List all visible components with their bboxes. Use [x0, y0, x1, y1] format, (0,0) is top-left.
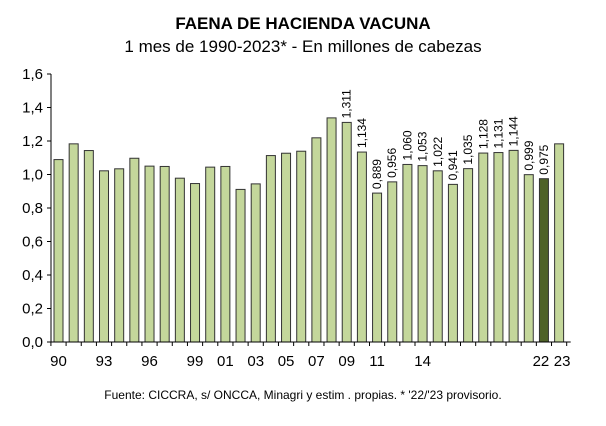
- data-label-2022: 0,975: [537, 144, 551, 174]
- data-label-2020: 1,144: [507, 116, 521, 146]
- bar-2004: [265, 155, 276, 343]
- y-tick-label: 0,2: [22, 301, 43, 318]
- data-label-2019: 1,131: [491, 118, 505, 148]
- x-tick-label-1993: 93: [96, 353, 113, 370]
- bar-2016: [447, 183, 458, 343]
- data-label-2017: 1,035: [461, 134, 475, 164]
- bar-2006: [296, 150, 307, 343]
- data-label-2021: 0,999: [522, 140, 536, 170]
- x-tick-label-2007: 07: [308, 353, 325, 370]
- bar-2022: [538, 178, 549, 343]
- x-tick-label-2022: 22: [533, 353, 550, 370]
- chart-subtitle: 1 mes de 1990-2023* - En millones de cab…: [124, 37, 482, 56]
- data-label-2012: 0,956: [385, 148, 399, 178]
- chart-source: Fuente: CICCRA, s/ ONCCA, Minagri y esti…: [104, 388, 502, 402]
- data-label-2010: 1,134: [355, 118, 369, 148]
- bar-1990: [53, 159, 64, 343]
- bar-2000: [205, 166, 216, 343]
- bar-2014: [417, 165, 428, 343]
- x-tick-label-2014: 14: [414, 353, 431, 370]
- bar-1997: [159, 165, 170, 343]
- bar-1991: [68, 143, 79, 343]
- x-tick-label-1990: 90: [50, 353, 67, 370]
- bar-2001: [220, 165, 231, 343]
- chart-title: FAENA DE HACIENDA VACUNA: [175, 14, 431, 33]
- x-tick-label-1996: 96: [141, 353, 158, 370]
- y-tick-label: 1,0: [22, 167, 43, 184]
- data-label-2016: 0,941: [446, 150, 460, 180]
- bar-2019: [493, 152, 504, 343]
- bar-1992: [83, 150, 94, 343]
- bar-2010: [356, 151, 367, 343]
- x-tick-label-2003: 03: [247, 353, 264, 370]
- bar-1999: [190, 183, 201, 343]
- data-label-2009: 1,311: [340, 89, 354, 118]
- data-label-2014: 1,053: [416, 131, 430, 161]
- bar-2012: [387, 181, 398, 343]
- data-label-2013: 1,060: [400, 130, 414, 160]
- bar-2015: [432, 170, 443, 343]
- bar-2008: [326, 117, 337, 343]
- x-tick-label-2005: 05: [278, 353, 295, 370]
- bar-1998: [174, 177, 185, 343]
- bar-1994: [114, 168, 125, 343]
- bar-2003: [250, 183, 261, 343]
- bar-2002: [235, 188, 246, 343]
- bar-1995: [129, 157, 140, 343]
- y-tick-label: 0,4: [22, 267, 43, 284]
- y-tick-label: 0,0: [22, 334, 43, 351]
- y-tick-label: 0,8: [22, 200, 43, 217]
- y-tick-label: 0,6: [22, 234, 43, 251]
- y-tick-label: 1,2: [22, 133, 43, 150]
- bar-1993: [99, 170, 110, 343]
- y-tick-label: 1,6: [22, 66, 43, 83]
- bar-2009: [341, 121, 352, 343]
- bar-2011: [372, 192, 383, 343]
- bar-2020: [508, 149, 519, 343]
- x-tick-label-2009: 09: [338, 353, 355, 370]
- data-label-2011: 0,889: [370, 159, 384, 189]
- x-tick-label-2011: 11: [369, 353, 385, 370]
- bar-2021: [523, 174, 534, 343]
- bar-1996: [144, 165, 155, 343]
- data-label-2018: 1,128: [476, 119, 490, 149]
- bar-2018: [478, 152, 489, 343]
- data-label-2015: 1,022: [431, 136, 445, 166]
- x-tick-label-2001: 01: [217, 353, 234, 370]
- bar-2005: [281, 152, 292, 343]
- bar-2007: [311, 137, 322, 343]
- bar-2013: [402, 163, 413, 343]
- bar-2023: [554, 143, 565, 343]
- x-tick-label-1999: 99: [187, 353, 204, 370]
- bar-2017: [463, 168, 474, 343]
- x-tick-label-2023: 23: [554, 353, 571, 370]
- y-tick-label: 1,4: [22, 100, 43, 117]
